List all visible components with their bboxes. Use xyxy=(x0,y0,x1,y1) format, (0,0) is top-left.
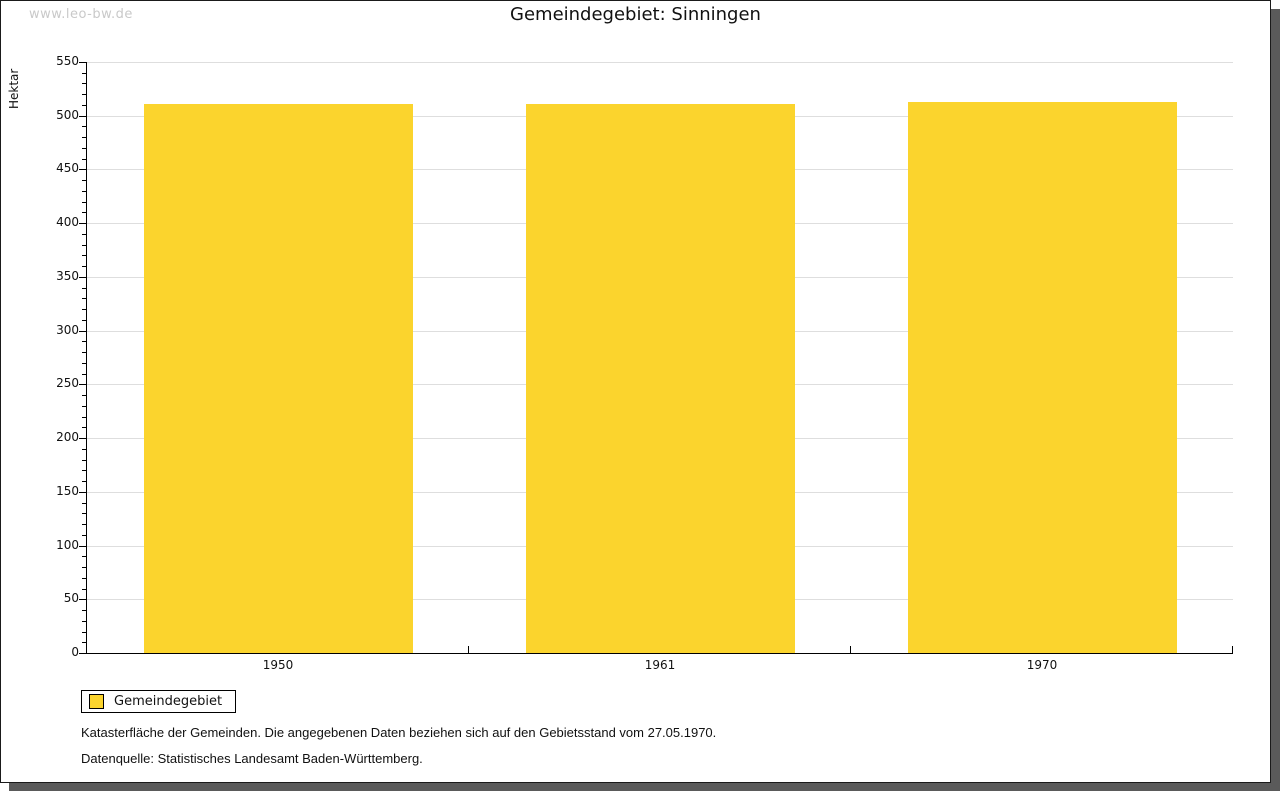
y-minor-tick-30 xyxy=(82,620,86,622)
y-major-tick-400 xyxy=(79,223,86,225)
y-tick-label-200: 200 xyxy=(56,430,79,445)
y-minor-tick-370 xyxy=(82,255,86,257)
y-minor-tick-480 xyxy=(82,137,86,139)
x-boundary-tick-3 xyxy=(1232,646,1233,653)
footnote-data-source: Datenquelle: Statistisches Landesamt Bad… xyxy=(81,751,423,766)
y-minor-tick-340 xyxy=(82,287,86,289)
y-minor-tick-240 xyxy=(82,395,86,397)
plot-area: 0 50 100 150 200 250 300 350 400 450 500 550 1950 196… xyxy=(56,55,1233,672)
watermark: www.leo-bw.de xyxy=(29,7,133,22)
y-minor-tick-160 xyxy=(82,481,86,483)
y-major-tick-250 xyxy=(79,384,86,386)
y-minor-tick-320 xyxy=(82,309,86,311)
chart-title: Gemeindegebiet: Sinningen xyxy=(510,4,761,25)
y-tick-label-300: 300 xyxy=(56,322,79,337)
y-minor-tick-130 xyxy=(82,513,86,515)
y-minor-tick-430 xyxy=(82,190,86,192)
y-minor-tick-110 xyxy=(82,534,86,536)
y-minor-tick-190 xyxy=(82,448,86,450)
y-minor-tick-470 xyxy=(82,147,86,149)
footnote-source-note: Katasterfläche der Gemeinden. Die angege… xyxy=(81,725,717,740)
y-minor-tick-40 xyxy=(82,610,86,612)
y-minor-tick-290 xyxy=(82,341,86,343)
y-minor-tick-530 xyxy=(82,83,86,85)
y-minor-tick-230 xyxy=(82,405,86,407)
y-major-tick-300 xyxy=(79,330,86,332)
y-minor-tick-510 xyxy=(82,104,86,106)
y-major-tick-150 xyxy=(79,491,86,493)
y-minor-tick-10 xyxy=(82,642,86,644)
y-major-tick-500 xyxy=(79,115,86,117)
y-minor-tick-260 xyxy=(82,373,86,375)
y-tick-label-400: 400 xyxy=(56,215,79,230)
y-minor-tick-20 xyxy=(82,631,86,633)
y-minor-tick-140 xyxy=(82,502,86,504)
y-minor-tick-60 xyxy=(82,588,86,590)
y-minor-tick-520 xyxy=(82,94,86,96)
y-minor-tick-380 xyxy=(82,244,86,246)
x-boundary-tick-1 xyxy=(468,646,469,653)
y-minor-tick-220 xyxy=(82,416,86,418)
bar-1961 xyxy=(525,103,795,653)
y-tick-label-0: 0 xyxy=(71,645,79,659)
y-minor-tick-440 xyxy=(82,180,86,182)
y-minor-tick-270 xyxy=(82,362,86,364)
x-tick-label-1961: 1961 xyxy=(644,658,676,672)
y-tick-label-550: 550 xyxy=(56,54,79,68)
y-major-tick-0 xyxy=(79,653,86,654)
y-tick-label-350: 350 xyxy=(56,268,79,283)
y-minor-tick-170 xyxy=(82,470,86,472)
y-minor-tick-460 xyxy=(82,158,86,160)
bar-1950 xyxy=(143,103,413,653)
y-minor-tick-70 xyxy=(82,577,86,579)
y-minor-tick-210 xyxy=(82,427,86,429)
x-tick-label-1950: 1950 xyxy=(262,658,294,672)
y-minor-tick-310 xyxy=(82,319,86,321)
y-axis-title: Hektar xyxy=(7,68,21,109)
y-tick-label-500: 500 xyxy=(56,107,79,122)
y-minor-tick-540 xyxy=(82,72,86,74)
x-boundary-tick-2 xyxy=(850,646,851,653)
y-minor-tick-330 xyxy=(82,298,86,300)
y-minor-tick-120 xyxy=(82,524,86,526)
y-major-tick-550 xyxy=(79,62,86,63)
y-major-tick-350 xyxy=(79,276,86,278)
legend-swatch-gemeindegebiet xyxy=(89,694,104,709)
y-minor-tick-490 xyxy=(82,126,86,128)
y-minor-tick-80 xyxy=(82,567,86,569)
y-tick-label-100: 100 xyxy=(56,537,79,552)
y-tick-label-50: 50 xyxy=(63,591,79,606)
y-major-tick-200 xyxy=(79,438,86,440)
y-tick-label-150: 150 xyxy=(56,483,79,498)
legend: Gemeindegebiet xyxy=(81,690,237,713)
legend-label: Gemeindegebiet xyxy=(114,694,223,709)
y-minor-tick-390 xyxy=(82,233,86,235)
bar-1970 xyxy=(907,101,1177,653)
y-minor-tick-180 xyxy=(82,459,86,461)
y-minor-tick-90 xyxy=(82,556,86,558)
y-minor-tick-360 xyxy=(82,266,86,268)
y-minor-tick-420 xyxy=(82,201,86,203)
gridline-550 xyxy=(87,62,1233,63)
y-major-tick-450 xyxy=(79,169,86,171)
y-tick-label-450: 450 xyxy=(56,161,79,176)
y-major-tick-100 xyxy=(79,545,86,547)
y-major-tick-50 xyxy=(79,599,86,601)
y-minor-tick-280 xyxy=(82,352,86,354)
y-tick-label-250: 250 xyxy=(56,376,79,391)
y-minor-tick-410 xyxy=(82,212,86,214)
x-tick-label-1970: 1970 xyxy=(1026,658,1058,672)
